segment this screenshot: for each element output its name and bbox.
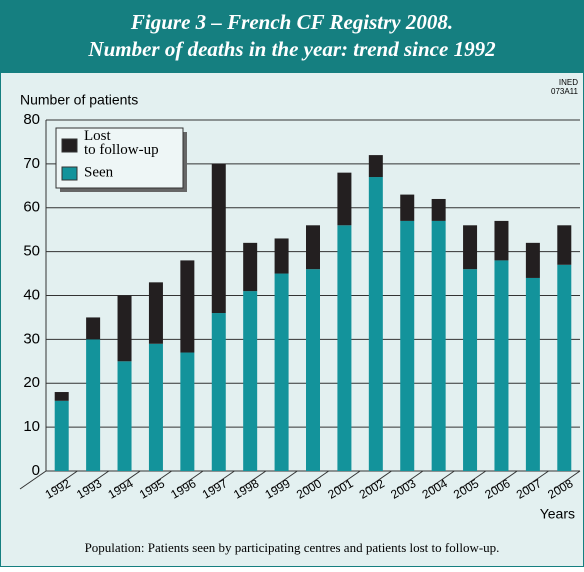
y-tick-label: 50 <box>23 243 40 260</box>
y-tick-label: 30 <box>23 330 40 347</box>
bar-segment <box>494 260 509 471</box>
legend-box <box>55 127 184 189</box>
bar-segment <box>306 269 320 471</box>
bar-segment <box>463 225 478 270</box>
x-axis-label: Years <box>540 506 575 522</box>
header <box>0 0 584 73</box>
bar-segment <box>180 352 195 471</box>
x-tick <box>302 470 329 490</box>
bar-segment <box>337 225 352 471</box>
legend-label-line: Lost <box>84 128 112 144</box>
chart-title: Figure 3 – French CF Registry 2008. <box>130 10 453 34</box>
bar-segment <box>274 238 289 274</box>
bar-segment <box>117 361 132 471</box>
legend-swatch <box>61 138 78 153</box>
y-axis-label: Number of patients <box>20 92 138 108</box>
bar-segment <box>274 273 289 471</box>
bar-segment <box>557 225 572 265</box>
x-tick <box>522 470 549 490</box>
bar-segment <box>431 220 446 471</box>
bar-segment <box>400 220 415 471</box>
x-tick <box>396 470 424 490</box>
x-tick <box>271 470 298 490</box>
bar-segment <box>54 392 69 401</box>
bar-segment <box>148 343 163 471</box>
chart-subtitle: Number of deaths in the year: trend sinc… <box>87 37 496 61</box>
bar-segment <box>337 172 352 226</box>
caption: Population: Patients seen by participati… <box>85 540 500 555</box>
bar-segment <box>431 198 446 221</box>
legend-label: Lost to follow-up <box>84 128 159 158</box>
bar-segment <box>400 194 415 221</box>
y-tick-label: 40 <box>23 286 40 303</box>
x-tick <box>490 470 518 490</box>
source-code: 073A11 <box>551 87 579 96</box>
x-tick <box>19 470 47 490</box>
bar-segment <box>117 295 132 362</box>
bar-segment <box>494 220 509 261</box>
x-tick <box>145 470 172 490</box>
bar-segment <box>243 291 258 471</box>
x-tick <box>333 470 361 490</box>
bar-segment <box>86 339 101 471</box>
bar-segment <box>211 313 226 471</box>
y-tick-label: 60 <box>23 199 40 216</box>
legend-label-line: to follow-up <box>84 142 159 158</box>
bar-segment <box>368 177 383 471</box>
bar-segment <box>525 242 540 278</box>
bar-segment <box>463 269 478 471</box>
x-tick <box>459 470 487 490</box>
x-tick <box>113 470 141 490</box>
x-tick <box>51 470 78 490</box>
bar-segment <box>525 277 540 471</box>
bar-segment <box>148 282 163 344</box>
y-tick-label: 20 <box>23 374 40 391</box>
x-tick <box>208 470 235 490</box>
bar-segment <box>243 242 258 292</box>
x-tick <box>239 470 267 490</box>
x-tick <box>176 470 204 490</box>
legend-label: Seen <box>84 164 114 180</box>
x-tick <box>553 470 581 490</box>
y-tick-label: 70 <box>23 155 40 172</box>
bar-segment <box>54 400 69 471</box>
bar-segment <box>180 260 195 353</box>
x-tick <box>428 470 455 490</box>
x-tick <box>365 470 392 490</box>
y-tick-label: 80 <box>23 111 40 128</box>
y-tick-label: 10 <box>23 418 40 435</box>
bar-segment <box>86 317 101 340</box>
bar-segment <box>211 163 226 314</box>
bar-segment <box>306 225 320 270</box>
bar-segment <box>368 155 383 178</box>
legend-swatch <box>61 166 78 181</box>
y-tick-label: 0 <box>32 462 40 479</box>
source-code: INED <box>559 78 578 87</box>
x-tick <box>82 470 110 490</box>
bar-segment <box>557 264 572 471</box>
